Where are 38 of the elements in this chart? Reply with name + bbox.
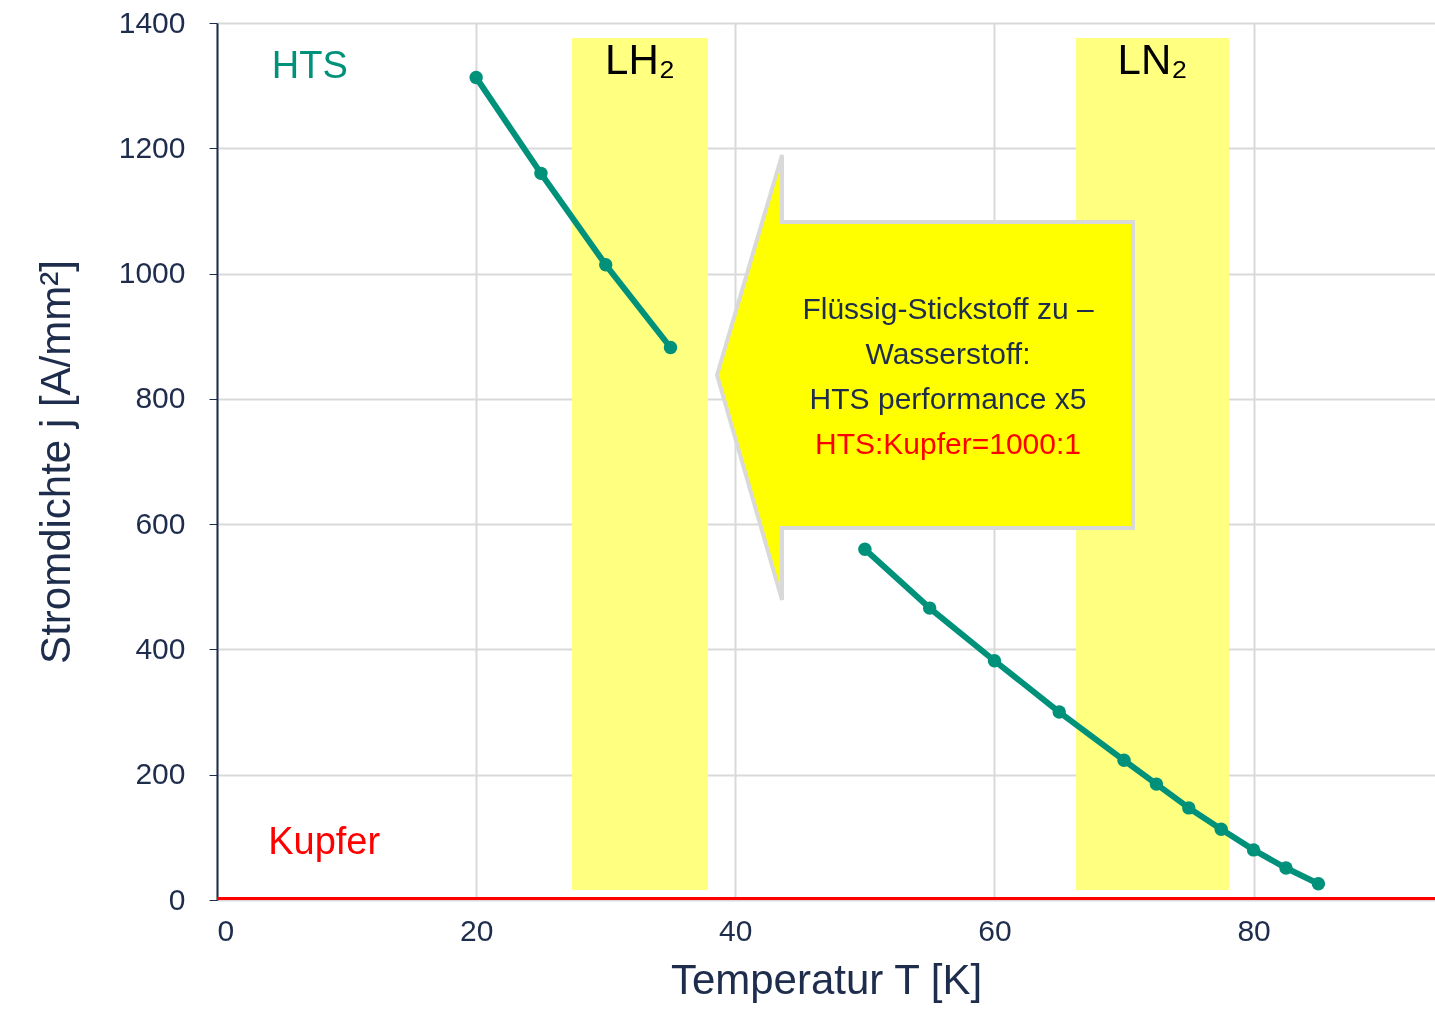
point <box>922 601 937 615</box>
point <box>1052 705 1066 719</box>
point <box>663 340 678 355</box>
point <box>469 70 483 85</box>
point <box>987 654 1002 668</box>
annotation: Flüssig-Stickstoff zu – <box>801 292 1095 326</box>
y-tick-label: 600 <box>135 506 186 540</box>
y-axis-title: Stromdichte j [A/mm²] <box>31 260 79 664</box>
x-tick-label: 40 <box>719 913 753 947</box>
text: HTS <box>271 43 348 86</box>
x-axis-title: Temperatur T [K] <box>670 955 983 1003</box>
band-label: LH₂ <box>605 36 676 83</box>
series-label: Kupfer <box>268 819 381 862</box>
point <box>858 542 872 556</box>
y-tick-label: 800 <box>135 381 186 415</box>
x-tick-label: 0 <box>217 913 235 947</box>
point <box>534 166 548 181</box>
x-tick-label: 80 <box>1237 913 1271 947</box>
point <box>1182 801 1196 815</box>
y-tick-label: 200 <box>135 757 186 791</box>
point <box>1311 877 1326 891</box>
point <box>1117 753 1131 767</box>
annotation: HTS:Kupfer=1000:1 <box>814 427 1082 461</box>
y-tick-label: 400 <box>135 631 186 665</box>
point <box>1246 843 1261 857</box>
annotation: HTS performance x5 <box>808 382 1088 416</box>
point <box>1149 777 1164 791</box>
x-tick-label: 20 <box>459 913 494 947</box>
y-tick-label: 1000 <box>118 256 186 290</box>
annotation: Wasserstoff: <box>864 337 1032 371</box>
point <box>599 258 613 272</box>
y-tick-label: 1200 <box>118 130 186 164</box>
x-tick-label: 60 <box>978 913 1012 947</box>
y-tick-label: 0 <box>168 882 186 916</box>
point <box>1214 822 1228 836</box>
y-tick-label: 1400 <box>118 5 186 39</box>
point <box>1279 861 1293 875</box>
band-label: LN₂ <box>1117 36 1188 83</box>
